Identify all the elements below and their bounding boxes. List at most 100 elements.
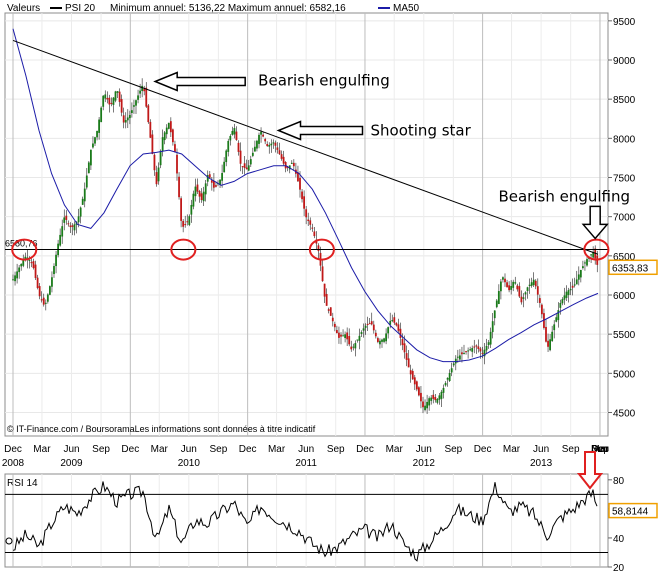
candle-body: [413, 377, 416, 385]
candle-body: [547, 340, 549, 347]
candle-body: [83, 188, 86, 202]
candle-body: [12, 279, 14, 281]
rsi-origin-marker: [5, 537, 13, 545]
candle-body: [243, 163, 246, 169]
candle-body: [118, 91, 121, 102]
candle-body: [204, 183, 207, 195]
x-tick-label: Dec: [591, 444, 609, 455]
candle-body: [135, 100, 137, 106]
candle-body: [586, 259, 588, 266]
candle-body: [167, 122, 170, 129]
candle-body: [163, 132, 166, 141]
candle-body: [247, 165, 250, 171]
touch-marker-circle: [583, 238, 610, 261]
rsi-line: [12, 481, 598, 562]
candle-body: [485, 345, 488, 351]
candle-body: [102, 95, 105, 107]
candle-body: [94, 137, 96, 144]
candle-body: [461, 352, 463, 355]
candle-body: [356, 339, 359, 341]
candle-body: [522, 297, 525, 299]
candle-body: [381, 339, 383, 342]
candle-body: [133, 105, 135, 107]
candle-body: [389, 320, 392, 325]
candle-body: [225, 150, 228, 163]
candle-body: [284, 161, 287, 169]
descending-trendline: [12, 39, 599, 255]
candle-body: [280, 154, 283, 159]
candle-body: [383, 338, 385, 342]
rsi-grid: [12, 474, 601, 567]
candle-body: [426, 401, 428, 409]
x-tick-label: Dec: [239, 444, 257, 455]
candle-body: [116, 91, 119, 93]
candle-body: [38, 286, 41, 297]
rsi-last-value-text: 58,8144: [612, 507, 649, 518]
candle-body: [114, 91, 117, 101]
price-y-axis: 4500 5000 5500 6000 6500 7000 7500 8000 8500 9000…: [608, 17, 636, 420]
candle-body: [323, 283, 326, 297]
candle-body: [325, 293, 328, 306]
candle-body: [362, 328, 365, 331]
legend-series-name: PSI 20: [65, 3, 95, 14]
candle-body: [14, 275, 16, 282]
price-y-tick-label: 5000: [613, 369, 636, 380]
candle-body: [473, 346, 476, 348]
candle-body: [241, 166, 244, 168]
candle-body: [350, 346, 353, 350]
rsi-last-value-badge: 58,8144: [608, 502, 658, 519]
down-arrow-icon: [581, 205, 609, 240]
x-tick-label: Jun: [592, 444, 608, 455]
x-tick-label: Jun: [416, 444, 432, 455]
candle-body: [147, 105, 150, 123]
ma50-line: [12, 28, 599, 363]
year-label: 2012: [413, 458, 436, 469]
price-y-tick-label: 7500: [613, 174, 636, 185]
candle-body: [270, 143, 273, 146]
candle-body: [96, 131, 98, 138]
candle-body: [149, 121, 152, 138]
candle-body: [497, 291, 500, 304]
candle-body: [524, 292, 527, 295]
candle-body: [495, 300, 498, 308]
candlestick-series: [12, 78, 599, 415]
price-y-tick-label: 5500: [613, 330, 636, 341]
candle-body: [30, 262, 33, 264]
candle-body: [69, 225, 72, 228]
year-label: 2010: [178, 458, 201, 469]
candle-body: [245, 167, 248, 170]
candle-body: [329, 307, 332, 316]
candle-body: [112, 97, 115, 105]
candle-body: [278, 150, 281, 155]
candle-body: [16, 271, 18, 279]
candle-body: [545, 326, 547, 342]
candle-body: [354, 343, 357, 349]
x-tick-label: Mar: [151, 444, 169, 455]
left-arrow-icon: [153, 71, 246, 92]
candle-body: [393, 317, 396, 323]
candle-body: [487, 342, 490, 346]
x-tick-label: Jun: [298, 444, 314, 455]
candle-body: [276, 147, 279, 150]
price-y-tick-label: 6500: [613, 252, 636, 263]
candle-body: [385, 333, 387, 342]
candle-body: [372, 324, 375, 331]
candle-body: [479, 348, 482, 352]
candle-body: [584, 262, 586, 264]
candle-body: [260, 131, 262, 135]
candle-body: [317, 245, 320, 252]
candle-body: [254, 146, 256, 152]
last-value-text: 6353,83: [612, 263, 649, 274]
rsi-last-value-box: [608, 502, 658, 519]
candle-body: [266, 144, 269, 147]
pattern-annotations: Bearish engulfing Shooting star Bearish en…: [153, 71, 630, 240]
candle-body: [502, 277, 504, 280]
legend: Valeurs PSI 20 Minimum annuel: 5136,22 M…: [7, 3, 420, 14]
candle-body: [59, 234, 62, 246]
candle-body: [169, 121, 172, 133]
candle-body: [100, 107, 103, 123]
candle-body: [151, 134, 154, 154]
annotation-label: Bearish engulfing: [498, 187, 630, 205]
x-tick-label: Mar: [386, 444, 404, 455]
candle-body: [504, 278, 506, 283]
